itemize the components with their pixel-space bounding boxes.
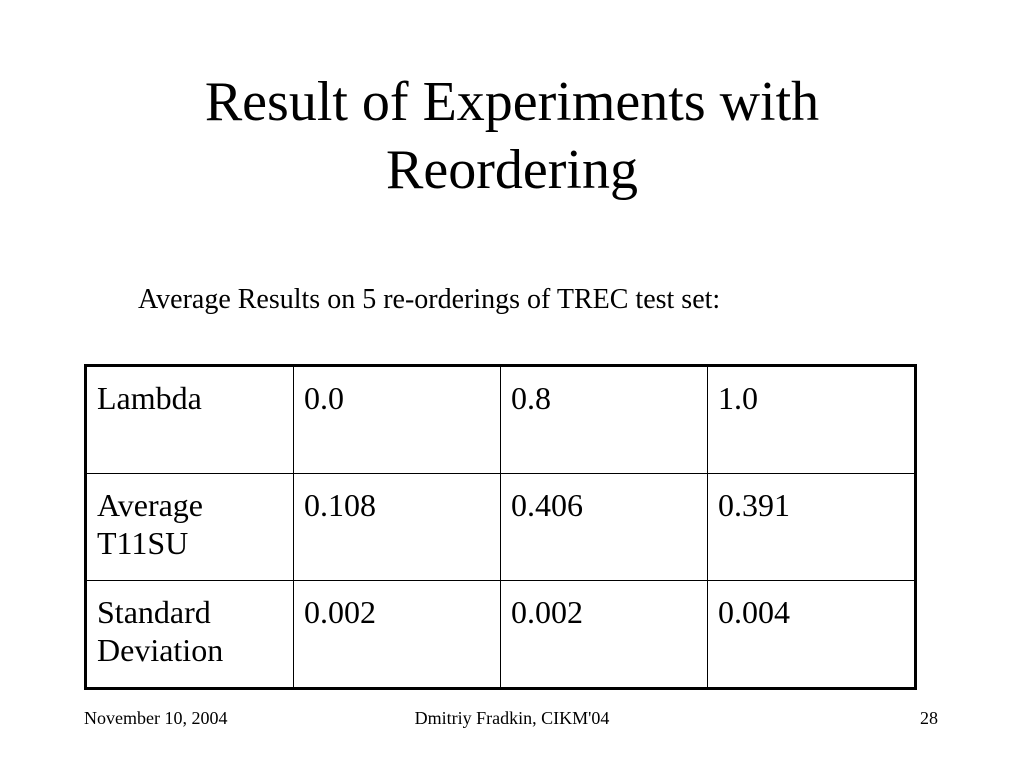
table-cell: 0.8: [500, 365, 708, 474]
table-row-average-t11su: Average T11SU 0.108 0.406 0.391: [85, 473, 916, 581]
results-table: Lambda 0.0 0.8 1.0 Average T11SU 0.108 0…: [84, 364, 917, 690]
table-cell: 0.0: [293, 365, 501, 474]
table-cell: 0.002: [293, 580, 501, 689]
row-label-text: Deviation: [97, 632, 224, 668]
slide-title: Result of Experiments with Reordering: [0, 68, 1024, 204]
table-cell: 0.004: [707, 580, 916, 689]
row-label-text: T11SU: [97, 525, 189, 561]
table-caption: Average Results on 5 re-orderings of TRE…: [138, 284, 721, 315]
table-row-lambda: Lambda 0.0 0.8 1.0: [85, 365, 916, 474]
table-cell: 0.391: [707, 473, 916, 581]
row-label-standard-deviation: Standard Deviation: [85, 580, 294, 689]
table-cell: 1.0: [707, 365, 916, 474]
footer-page-number: 28: [920, 708, 938, 728]
footer-date: November 10, 2004: [84, 708, 228, 728]
row-label-text: Average: [97, 487, 203, 523]
slide-title-line-2: Reordering: [386, 139, 638, 201]
table-row-standard-deviation: Standard Deviation 0.002 0.002 0.004: [85, 580, 916, 689]
row-label-text: Standard: [97, 594, 211, 630]
table-cell: 0.108: [293, 473, 501, 581]
row-label-text: Lambda: [97, 380, 202, 416]
footer-author: Dmitriy Fradkin, CIKM'04: [414, 708, 610, 728]
table-cell: 0.002: [500, 580, 708, 689]
row-label-lambda: Lambda: [85, 365, 294, 474]
row-label-average-t11su: Average T11SU: [85, 473, 294, 581]
table-cell: 0.406: [500, 473, 708, 581]
slide-title-line-1: Result of Experiments with: [204, 71, 820, 133]
